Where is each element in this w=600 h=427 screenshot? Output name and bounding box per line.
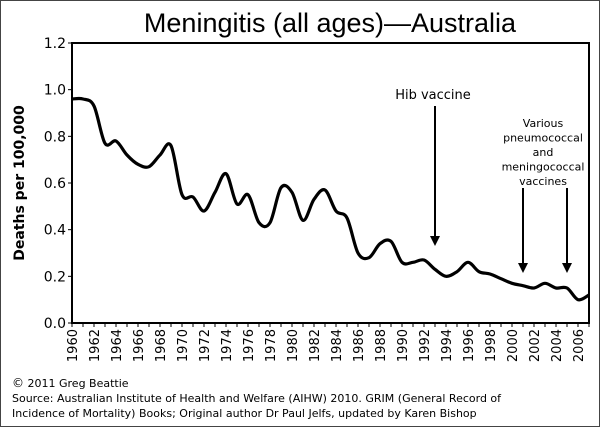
x-tick-label: 1982: [308, 329, 323, 362]
arrow-head-icon: [562, 263, 572, 273]
x-tick-label: 1970: [176, 329, 191, 362]
y-tick-label: 1.2: [44, 36, 66, 52]
annotation-line: meningococcal: [502, 161, 585, 174]
annotation-other-vaccines: Various pneumococcal and meningococcal vacci…: [502, 117, 585, 188]
annotation-line: vaccines: [519, 175, 567, 188]
chart-title: Meningitis (all ages)—Australia: [144, 8, 517, 38]
x-tick-label: 2004: [550, 329, 565, 362]
x-tick-label: 1980: [286, 329, 301, 362]
x-tick-label: 2006: [572, 329, 587, 362]
y-tick-label: 1.0: [44, 83, 66, 99]
y-tick-label: 0.2: [44, 269, 66, 285]
x-tick-label: 1974: [220, 329, 235, 362]
x-tick-label: 1962: [88, 329, 103, 362]
x-tick-label: 2002: [528, 329, 543, 362]
x-tick-label: 1968: [154, 329, 169, 362]
plot-area: [71, 42, 590, 324]
annotation-line: and: [533, 146, 554, 159]
copyright-text: 2011 Greg Beattie: [27, 377, 129, 390]
x-tick-label: 1984: [330, 329, 345, 362]
x-tick-label: 1976: [242, 329, 257, 362]
x-tick-label: 1978: [264, 329, 279, 362]
x-tick-label: 2000: [506, 329, 521, 362]
arrow-head-icon: [518, 263, 528, 273]
x-tick-label: 1998: [484, 329, 499, 362]
copyright-icon: ©: [12, 376, 24, 390]
x-tick-label: 1964: [110, 329, 125, 362]
x-tick-label: 1996: [462, 329, 477, 362]
x-tick-label: 1992: [418, 329, 433, 362]
y-tick-label: 0.6: [44, 176, 66, 192]
annotation-line: pneumococcal: [503, 132, 583, 145]
arrow-head-icon: [430, 236, 440, 246]
x-tick-label: 1960: [66, 329, 81, 362]
series-line: [71, 96, 590, 302]
x-tick-label: 1988: [374, 329, 389, 362]
annotation-hib-vaccine: Hib vaccine: [395, 88, 471, 103]
y-tick-label: 0.8: [44, 129, 66, 145]
y-axis-label: Deaths per 100,000: [12, 105, 28, 261]
y-tick-label: 0.4: [44, 223, 66, 239]
y-tick-label: 0.0: [44, 316, 66, 332]
x-tick-label: 1990: [396, 329, 411, 362]
copyright: © 2011 Greg Beattie: [12, 376, 129, 390]
x-tick-label: 1986: [352, 329, 367, 362]
x-tick-label: 1966: [132, 329, 147, 362]
source-line-2: Incidence of Mortality) Books; Original …: [12, 407, 477, 420]
x-tick-label: 1972: [198, 329, 213, 362]
source-line-1: Source: Australian Institute of Health a…: [12, 392, 502, 405]
annotation-line: Various: [523, 117, 564, 130]
x-tick-label: 1994: [440, 329, 455, 362]
